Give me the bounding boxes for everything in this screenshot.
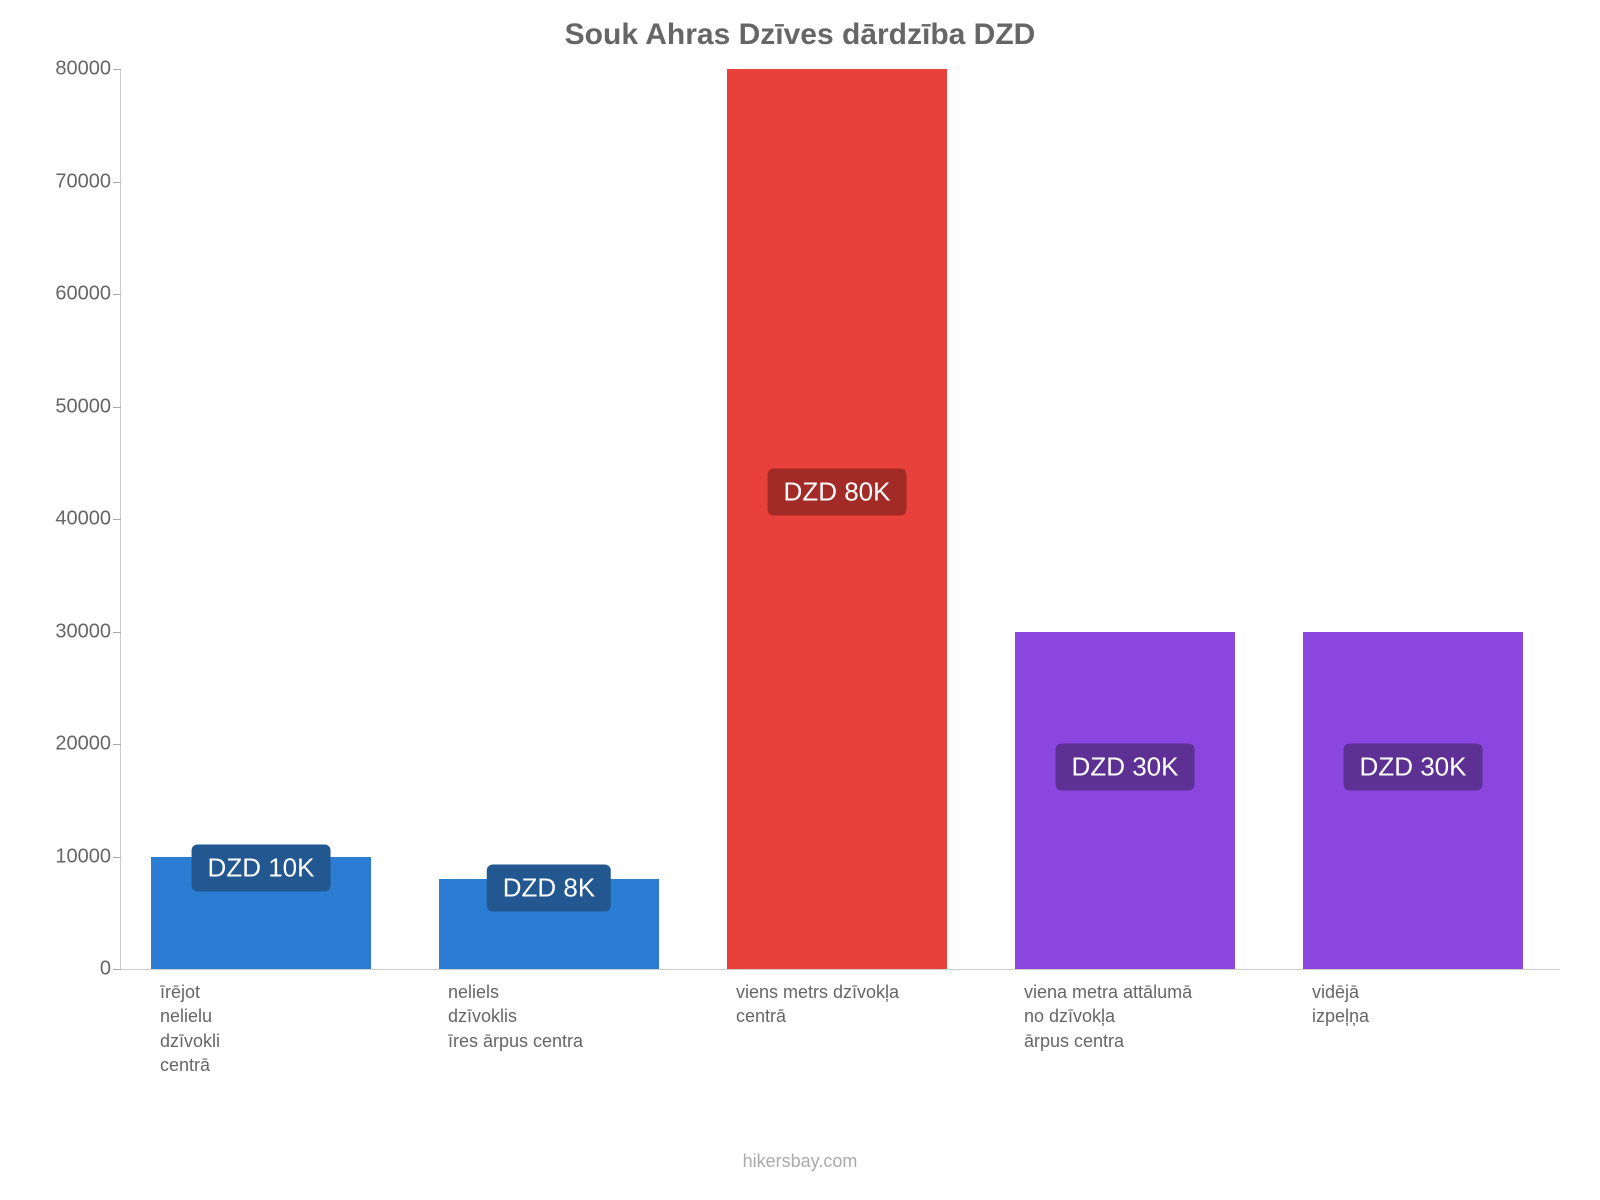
y-tick-label: 30000 <box>55 620 111 643</box>
x-axis-label: neliels dzīvoklis īres ārpus centra <box>448 980 726 1053</box>
bar-value-badge: DZD 10K <box>192 844 331 891</box>
y-tick-mark <box>113 857 121 858</box>
x-axis-label: viena metra attālumā no dzīvokļa ārpus c… <box>1024 980 1302 1053</box>
y-tick-mark <box>113 632 121 633</box>
y-tick-label: 40000 <box>55 508 111 531</box>
bar: DZD 80K <box>727 69 947 969</box>
attribution-text: hikersbay.com <box>0 1151 1600 1172</box>
bars-layer: DZD 10K DZD 8K DZD 80K DZD 30K DZD 30K <box>121 70 1560 969</box>
y-tick-mark <box>113 182 121 183</box>
chart-title: Souk Ahras Dzīves dārdzība DZD <box>0 18 1600 52</box>
bar-value-badge: DZD 30K <box>1056 743 1195 790</box>
bar-value-badge: DZD 8K <box>487 865 611 912</box>
bar: DZD 8K <box>439 879 659 969</box>
y-tick-label: 50000 <box>55 395 111 418</box>
y-tick-label: 70000 <box>55 170 111 193</box>
x-axis-label: īrējot nelielu dzīvokli centrā <box>160 980 438 1077</box>
y-tick-mark <box>113 407 121 408</box>
bar: DZD 30K <box>1303 632 1523 970</box>
bar-value-badge: DZD 80K <box>768 469 907 516</box>
y-tick-mark <box>113 744 121 745</box>
bar: DZD 10K <box>151 857 371 970</box>
y-tick-label: 80000 <box>55 58 111 81</box>
y-tick-mark <box>113 69 121 70</box>
y-tick-label: 60000 <box>55 283 111 306</box>
y-tick-mark <box>113 294 121 295</box>
y-tick-label: 0 <box>100 958 111 981</box>
y-tick-mark <box>113 969 121 970</box>
plot-area: DZD 10KDZD 8KDZD 80KDZD 30KDZD 30K 01000… <box>120 70 1560 970</box>
x-axis-label: viens metrs dzīvokļa centrā <box>736 980 1014 1029</box>
chart-container: Souk Ahras Dzīves dārdzība DZD DZD 10KDZ… <box>0 0 1600 1200</box>
bar: DZD 30K <box>1015 632 1235 970</box>
x-axis-label: vidējā izpeļņa <box>1312 980 1590 1029</box>
y-tick-label: 10000 <box>55 845 111 868</box>
y-tick-label: 20000 <box>55 733 111 756</box>
y-tick-mark <box>113 519 121 520</box>
bar-value-badge: DZD 30K <box>1344 743 1483 790</box>
